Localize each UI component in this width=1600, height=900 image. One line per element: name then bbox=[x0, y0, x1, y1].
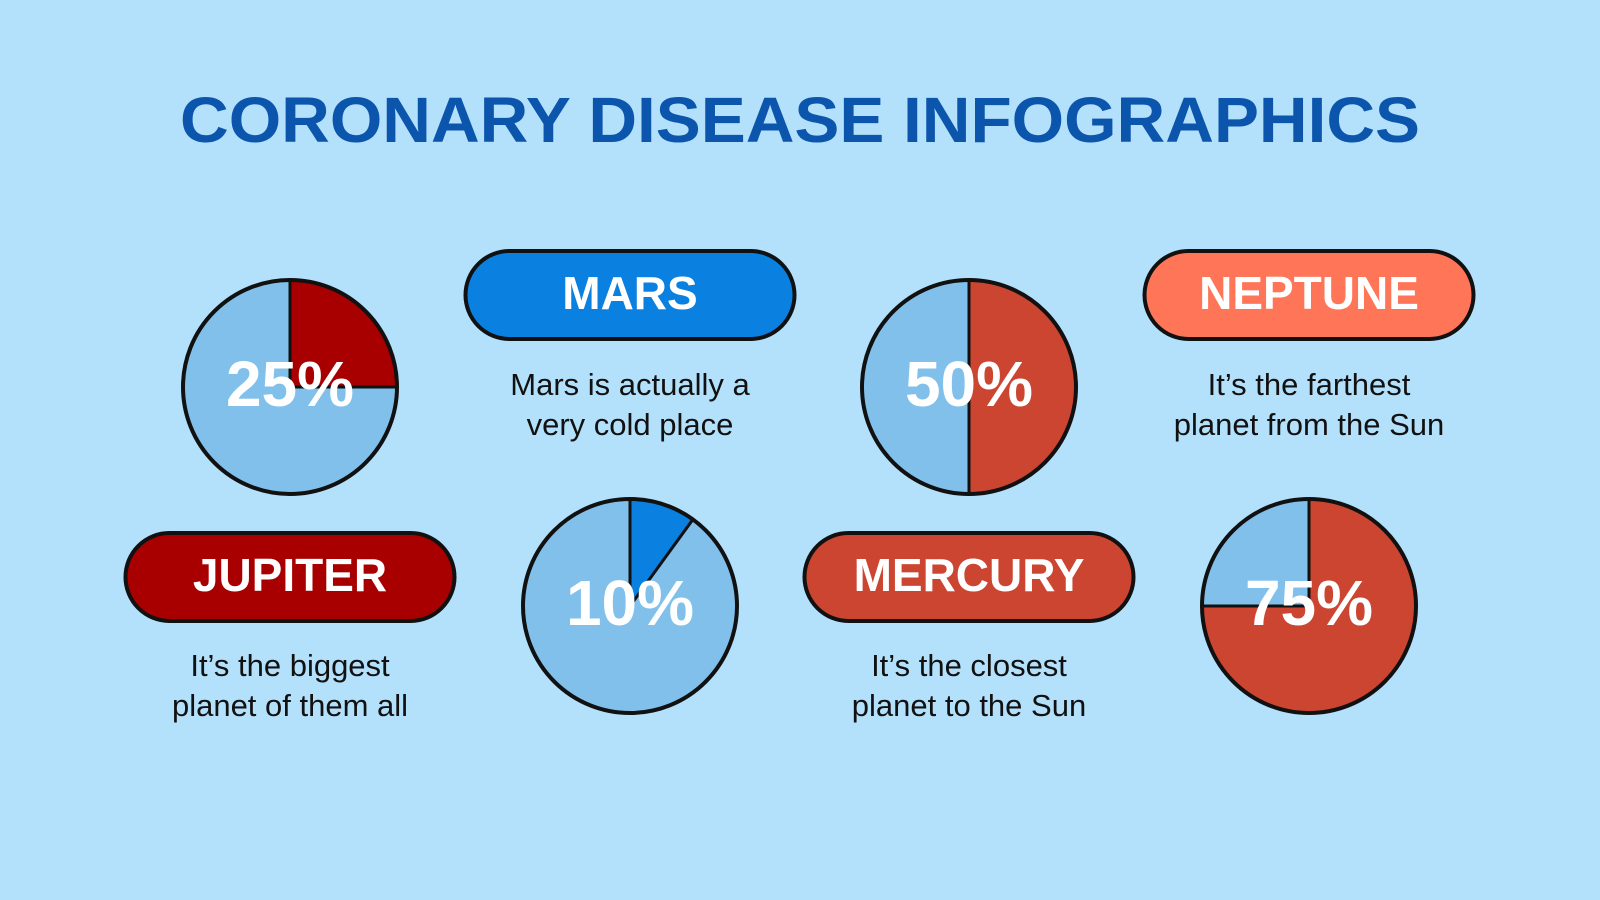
description: It’s the biggest bbox=[190, 648, 390, 683]
pie-value-label: 10% bbox=[566, 567, 694, 639]
pie-value-label: 75% bbox=[1245, 567, 1373, 639]
pie-outline bbox=[521, 497, 739, 715]
description: It’s the farthest bbox=[1208, 367, 1411, 402]
pill bbox=[1142, 249, 1476, 341]
description: very cold place bbox=[527, 407, 734, 442]
pie-value-label: 25% bbox=[226, 348, 354, 420]
pill-label: MARS bbox=[562, 267, 697, 319]
pie-outline bbox=[181, 278, 399, 496]
pill-label: MERCURY bbox=[854, 549, 1085, 601]
pie-outline bbox=[860, 278, 1078, 496]
pill bbox=[123, 531, 457, 623]
slide-title: CORONARY DISEASE INFOGRAPHICS bbox=[180, 84, 1420, 156]
pill bbox=[802, 531, 1136, 623]
description: planet to the Sun bbox=[852, 688, 1086, 723]
pill bbox=[463, 249, 797, 341]
pie-value-label: 50% bbox=[905, 348, 1033, 420]
description: planet of them all bbox=[172, 688, 408, 723]
pie-outline bbox=[1200, 497, 1418, 715]
description: Mars is actually a bbox=[510, 367, 750, 402]
pill-label: NEPTUNE bbox=[1199, 267, 1419, 319]
description: It’s the closest bbox=[871, 648, 1067, 683]
pill-label: JUPITER bbox=[193, 549, 387, 601]
description: planet from the Sun bbox=[1174, 407, 1445, 442]
